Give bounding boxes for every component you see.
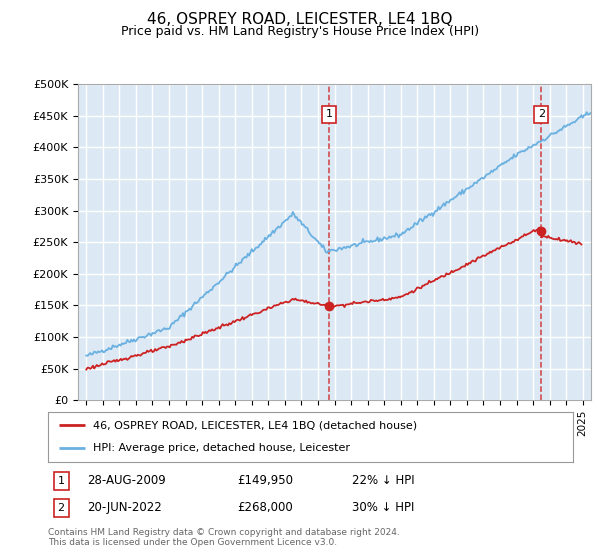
Text: 22% ↓ HPI: 22% ↓ HPI (353, 474, 415, 487)
Text: Price paid vs. HM Land Registry's House Price Index (HPI): Price paid vs. HM Land Registry's House … (121, 25, 479, 38)
Text: 46, OSPREY ROAD, LEICESTER, LE4 1BQ (detached house): 46, OSPREY ROAD, LEICESTER, LE4 1BQ (det… (92, 420, 417, 430)
Text: 1: 1 (325, 109, 332, 119)
Text: 20-JUN-2022: 20-JUN-2022 (88, 501, 162, 514)
Text: 28-AUG-2009: 28-AUG-2009 (88, 474, 166, 487)
Text: 2: 2 (538, 109, 545, 119)
Text: Contains HM Land Registry data © Crown copyright and database right 2024.
This d: Contains HM Land Registry data © Crown c… (48, 528, 400, 547)
Text: 1: 1 (58, 475, 65, 486)
Text: 2: 2 (58, 503, 65, 513)
Text: £268,000: £268,000 (237, 501, 293, 514)
Text: 46, OSPREY ROAD, LEICESTER, LE4 1BQ: 46, OSPREY ROAD, LEICESTER, LE4 1BQ (147, 12, 453, 27)
Text: HPI: Average price, detached house, Leicester: HPI: Average price, detached house, Leic… (92, 444, 350, 454)
Text: £149,950: £149,950 (237, 474, 293, 487)
Text: 30% ↓ HPI: 30% ↓ HPI (353, 501, 415, 514)
